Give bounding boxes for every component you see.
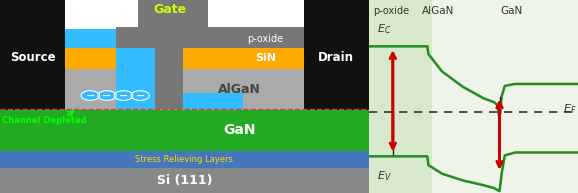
Text: Channel Depleted: Channel Depleted [2,116,87,125]
Text: Drain: Drain [318,51,354,64]
Bar [155,48,183,109]
Text: $E_V$: $E_V$ [377,169,392,183]
Bar [0,151,369,168]
Bar [138,0,208,27]
Text: AlGaN: AlGaN [421,6,454,16]
Text: AlGaN: AlGaN [218,83,261,96]
Circle shape [98,91,116,100]
Text: $E_C$: $E_C$ [377,22,391,36]
Text: −: − [135,91,145,101]
Text: Source: Source [10,51,55,64]
Bar [116,48,155,109]
Bar [0,48,369,69]
Text: $E_F$: $E_F$ [564,102,577,116]
Bar [0,29,369,48]
Text: GaN: GaN [224,123,256,137]
Text: Stress Relieving Layers: Stress Relieving Layers [135,155,234,164]
Bar [0,168,369,193]
Bar [116,27,304,48]
Bar [0,110,369,151]
Text: p-oxide: p-oxide [373,6,409,16]
Bar [0,0,65,110]
Circle shape [114,91,133,100]
Bar [183,93,243,109]
Bar [369,0,432,193]
Text: −: − [86,91,95,101]
Text: −: − [119,91,128,101]
Text: Si (111): Si (111) [157,174,212,187]
Text: Gate: Gate [153,3,186,16]
Circle shape [81,91,99,100]
Text: SiN: SiN [255,53,276,63]
Bar [304,0,369,110]
Text: p-oxide: p-oxide [247,34,284,44]
Text: −: − [102,91,112,101]
Bar [0,69,369,110]
Text: GaN: GaN [500,6,522,16]
Circle shape [131,91,149,100]
